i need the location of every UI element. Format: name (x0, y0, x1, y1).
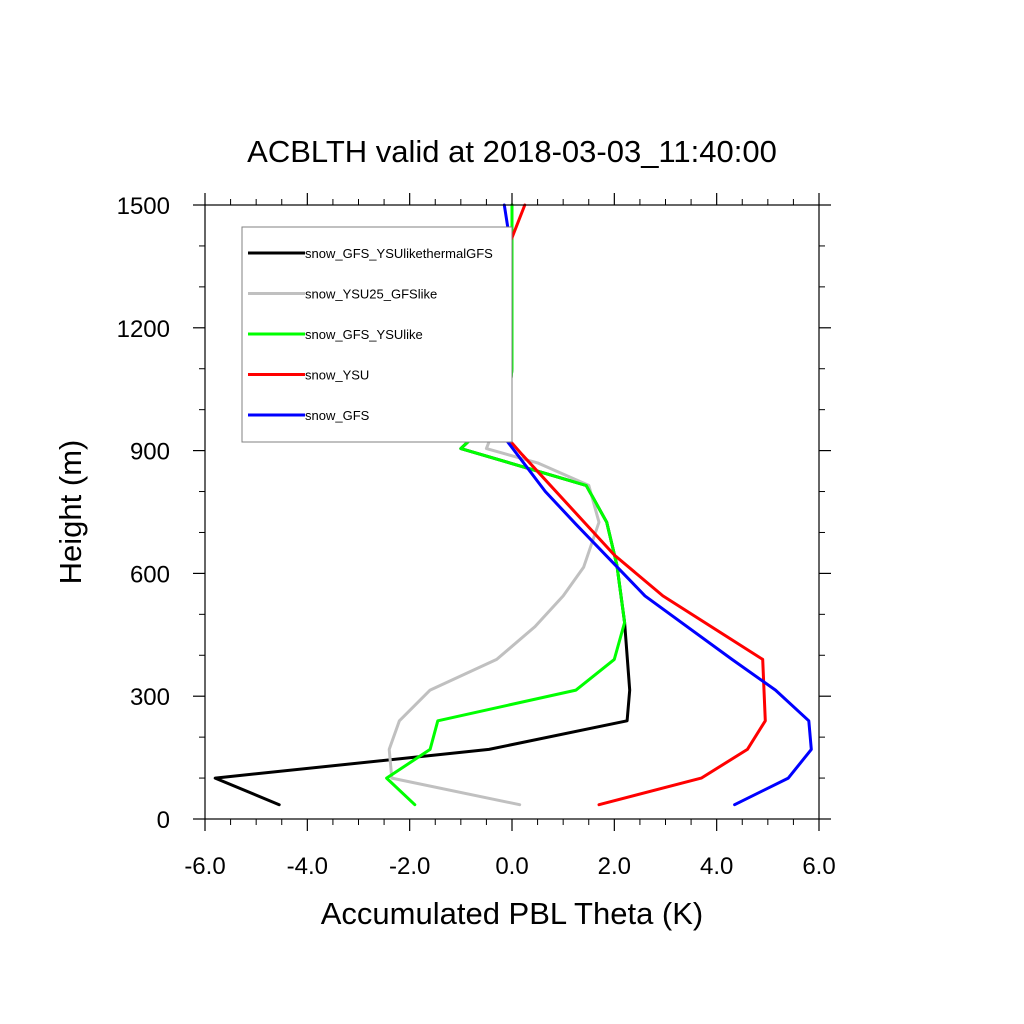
y-tick-label: 600 (130, 561, 170, 588)
y-tick-label: 0 (157, 807, 170, 834)
x-tick-label: -2.0 (389, 853, 430, 880)
legend-label: snow_GFS_YSUlike (305, 327, 423, 342)
y-axis-label: Height (m) (53, 440, 88, 585)
chart-title: ACBLTH valid at 2018-03-03_11:40:00 (247, 134, 777, 169)
legend-label: snow_GFS (305, 408, 370, 423)
x-tick-label: 0.0 (495, 853, 528, 880)
x-axis-label: Accumulated PBL Theta (K) (321, 896, 704, 931)
legend-label: snow_YSU25_GFSlike (305, 287, 437, 302)
y-tick-label: 1500 (117, 193, 170, 220)
legend-items: snow_GFS_YSUlikethermalGFS snow_YSU25_GFS… (248, 246, 493, 423)
axis-ticks (193, 193, 831, 831)
axis-tick-labels: -6.0 -4.0 -2.0 0.0 2.0 4.0 6.0 0 300 600 900 1200 15… (117, 193, 836, 880)
x-tick-label: 2.0 (598, 853, 631, 880)
y-tick-label: 1200 (117, 316, 170, 343)
x-tick-label: -4.0 (287, 853, 328, 880)
x-tick-label: -6.0 (184, 853, 225, 880)
x-tick-label: 6.0 (802, 853, 835, 880)
legend-label: snow_GFS_YSUlikethermalGFS (305, 246, 493, 261)
legend: snow_GFS_YSUlikethermalGFS snow_YSU25_GFS… (241, 226, 513, 443)
x-tick-label: 4.0 (700, 853, 733, 880)
y-tick-label: 300 (130, 684, 170, 711)
legend-label: snow_YSU (305, 368, 369, 383)
y-tick-label: 900 (130, 439, 170, 466)
